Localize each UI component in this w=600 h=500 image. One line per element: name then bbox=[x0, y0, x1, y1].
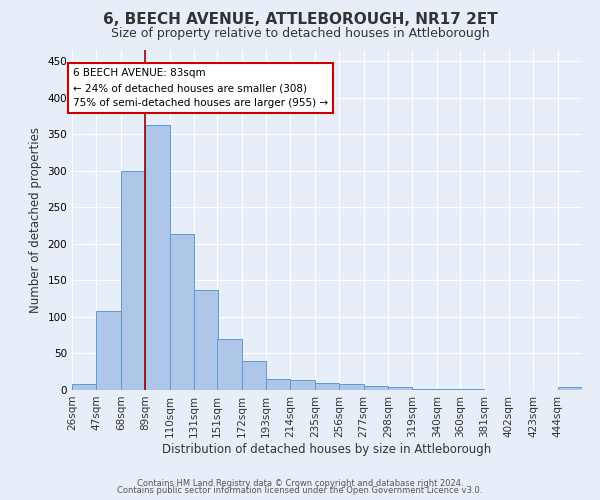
Y-axis label: Number of detached properties: Number of detached properties bbox=[29, 127, 42, 313]
Bar bbox=[170, 234, 194, 390]
Bar bbox=[388, 387, 412, 390]
Bar bbox=[145, 126, 170, 390]
Bar bbox=[290, 380, 315, 390]
Bar bbox=[412, 388, 437, 390]
Bar bbox=[339, 384, 364, 390]
Bar bbox=[315, 382, 339, 390]
Bar bbox=[72, 384, 97, 390]
Text: 6, BEECH AVENUE, ATTLEBOROUGH, NR17 2ET: 6, BEECH AVENUE, ATTLEBOROUGH, NR17 2ET bbox=[103, 12, 497, 28]
Text: 6 BEECH AVENUE: 83sqm
← 24% of detached houses are smaller (308)
75% of semi-det: 6 BEECH AVENUE: 83sqm ← 24% of detached … bbox=[73, 68, 328, 108]
Bar bbox=[364, 386, 388, 390]
Text: Contains public sector information licensed under the Open Government Licence v3: Contains public sector information licen… bbox=[118, 486, 482, 495]
Text: Size of property relative to detached houses in Attleborough: Size of property relative to detached ho… bbox=[110, 28, 490, 40]
Text: Contains HM Land Registry data © Crown copyright and database right 2024.: Contains HM Land Registry data © Crown c… bbox=[137, 478, 463, 488]
Bar bbox=[121, 170, 145, 390]
Bar bbox=[97, 311, 121, 390]
Bar bbox=[266, 379, 290, 390]
X-axis label: Distribution of detached houses by size in Attleborough: Distribution of detached houses by size … bbox=[163, 442, 491, 456]
Bar bbox=[194, 290, 218, 390]
Bar bbox=[242, 362, 266, 390]
Bar bbox=[217, 339, 242, 390]
Bar bbox=[557, 387, 582, 390]
